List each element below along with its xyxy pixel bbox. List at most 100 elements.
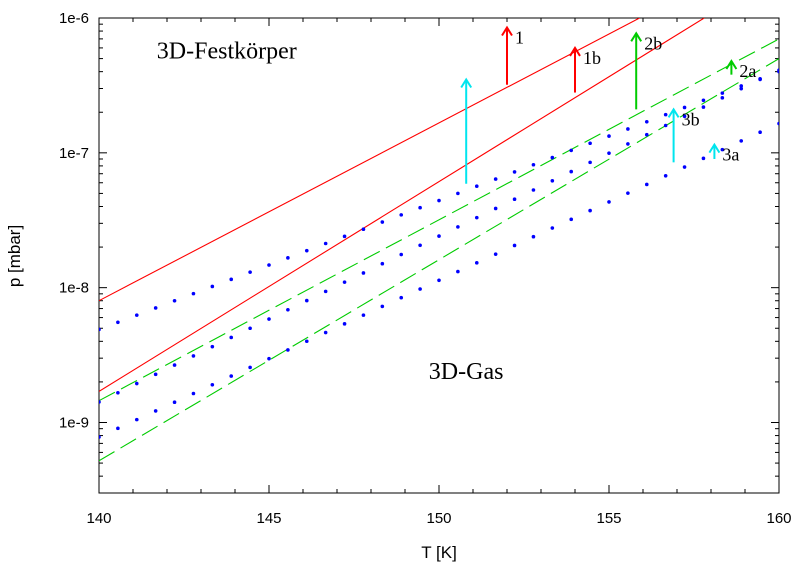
series-point-blue-upper xyxy=(701,98,706,103)
x-tick-label: 145 xyxy=(256,510,281,527)
y-tick-label: 1e-7 xyxy=(59,145,89,162)
series-point-blue-middle xyxy=(644,132,649,137)
series-point-blue-lower xyxy=(99,435,101,439)
series-point-blue-upper xyxy=(134,313,139,317)
series-point-blue-middle xyxy=(739,86,744,91)
series-point-blue-middle xyxy=(361,271,366,275)
series-line-green-upper xyxy=(99,38,779,402)
arrow-label: 2a xyxy=(739,61,756,81)
series-point-blue-middle xyxy=(531,188,536,192)
series-point-blue-upper xyxy=(644,119,649,124)
x-tick-label: 155 xyxy=(596,510,621,527)
series-point-blue-upper xyxy=(172,298,177,303)
series-point-blue-upper xyxy=(607,134,611,138)
arrow-layer: 1 1b 2b 2a 3b 3a xyxy=(460,25,756,184)
series-point-blue-middle xyxy=(758,77,762,82)
series-point-blue-lower xyxy=(116,426,120,431)
series-point-blue-upper xyxy=(323,241,328,246)
series-point-blue-middle xyxy=(172,363,177,367)
series-point-blue-lower xyxy=(607,200,611,204)
series-point-blue-middle xyxy=(663,123,668,128)
series-point-blue-middle xyxy=(550,178,555,183)
series-point-blue-upper xyxy=(191,291,196,296)
series-point-blue-upper xyxy=(682,105,687,110)
series-point-blue-lower xyxy=(304,339,309,344)
series-point-blue-upper xyxy=(342,234,347,239)
series-point-blue-lower xyxy=(493,252,498,256)
series-point-blue-middle xyxy=(569,169,574,174)
series-point-blue-upper xyxy=(456,191,460,196)
series-point-blue-upper xyxy=(588,141,592,146)
x-tick-label: 140 xyxy=(86,510,111,527)
y-tick-label: 1e-8 xyxy=(59,280,89,297)
series-point-blue-lower xyxy=(550,226,555,230)
series-line-red-lower xyxy=(99,18,705,392)
series-point-blue-upper xyxy=(720,91,725,95)
series-point-blue-middle xyxy=(286,308,290,312)
series-point-blue-upper xyxy=(304,248,309,253)
series-point-blue-upper xyxy=(286,256,290,260)
series-point-blue-upper xyxy=(153,306,158,310)
series-point-blue-lower xyxy=(626,191,630,195)
series-point-blue-middle xyxy=(493,206,498,211)
series-point-blue-middle xyxy=(248,326,252,331)
series-point-blue-middle xyxy=(229,335,234,340)
series-point-blue-upper xyxy=(210,284,215,289)
series-point-blue-lower xyxy=(663,173,668,178)
series-point-blue-upper xyxy=(361,227,366,231)
series-point-blue-middle xyxy=(267,317,271,321)
region-label-gas: 3D-Gas xyxy=(429,359,504,385)
series-point-blue-middle xyxy=(134,381,139,386)
series-point-blue-upper xyxy=(512,170,517,174)
arrow-head xyxy=(725,59,738,70)
arrow-head xyxy=(460,77,473,89)
arrow-label: 3b xyxy=(682,109,700,129)
y-axis-label: p [mbar] xyxy=(5,225,24,287)
series-point-blue-upper xyxy=(116,320,120,325)
series-point-blue-middle xyxy=(342,280,347,284)
series-point-blue-middle xyxy=(512,197,517,202)
series-point-blue-lower xyxy=(229,374,234,378)
arrow-head xyxy=(667,107,680,118)
series-point-blue-middle xyxy=(418,243,422,248)
series-point-blue-upper xyxy=(437,198,441,203)
series-point-blue-lower xyxy=(512,243,517,248)
series-point-blue-lower xyxy=(531,234,536,239)
arrow-label: 1b xyxy=(583,48,601,68)
series-point-blue-lower xyxy=(777,121,779,126)
series-point-blue-lower xyxy=(399,295,404,300)
arrow-head xyxy=(569,46,581,57)
series-point-blue-lower xyxy=(569,217,574,222)
series-point-blue-lower xyxy=(267,356,271,361)
series-point-blue-upper xyxy=(739,84,744,88)
series-point-blue-middle xyxy=(191,354,196,358)
series-point-blue-middle xyxy=(682,114,687,119)
series-point-blue-lower xyxy=(437,278,441,283)
series-point-blue-upper xyxy=(550,155,555,160)
plot-frame xyxy=(98,17,780,494)
series-point-blue-lower xyxy=(342,322,347,326)
series-point-blue-upper xyxy=(229,277,234,282)
arrow-label: 2b xyxy=(644,33,662,53)
series-point-blue-upper xyxy=(399,213,404,217)
series-point-blue-middle xyxy=(323,289,328,294)
series-point-blue-lower xyxy=(153,409,158,413)
series-point-blue-lower xyxy=(720,147,725,152)
y-tick-label: 1e-6 xyxy=(59,10,89,27)
series-point-blue-middle xyxy=(116,390,120,395)
series-point-blue-middle xyxy=(588,160,592,165)
label-layer: 3D-Festkörper 3D-Gas xyxy=(157,39,504,385)
series-point-blue-lower xyxy=(474,261,479,265)
axis-ticks: 140 145 150 155 160 1e-9 1e-8 1e-7 1e-6 xyxy=(59,10,792,527)
x-tick-label: 160 xyxy=(766,510,791,527)
y-tick-label: 1e-9 xyxy=(59,414,89,431)
x-axis-label: T [K] xyxy=(421,543,457,562)
series-point-blue-middle xyxy=(437,234,441,238)
arrow-head xyxy=(630,31,643,42)
series-point-blue-upper xyxy=(418,205,422,210)
series-point-blue-lower xyxy=(682,165,687,169)
series-point-blue-middle xyxy=(304,298,309,303)
region-label-solid: 3D-Festkörper xyxy=(157,39,297,65)
